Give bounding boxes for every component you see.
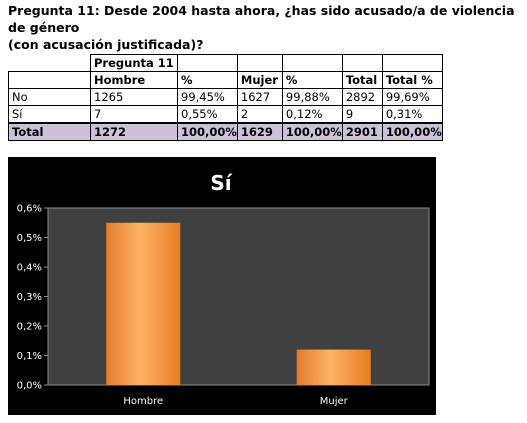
table-cell: 1629 — [236, 122, 283, 141]
table-row: Sí 7 0,55% 2 0,12% 9 0,31% — [8, 105, 443, 124]
column-header-hombre: Hombre — [90, 71, 178, 89]
table-cell — [236, 54, 283, 72]
table-cell: 99,45% — [177, 88, 238, 106]
y-axis: 0,0% 0,1% 0,2% 0,3% 0,4% 0,5% 0,6% — [17, 204, 48, 392]
y-tick-label: 0,0% — [17, 381, 42, 392]
x-axis: Hombre Mujer — [123, 396, 348, 407]
table-cell: 9 — [341, 105, 383, 124]
question-heading-line-1: Pregunta 11: Desde 2004 hasta ahora, ¿ha… — [8, 3, 515, 35]
row-label: Sí — [8, 105, 91, 124]
chart-title: Sí — [210, 171, 232, 195]
x-tick-label: Mujer — [320, 396, 349, 407]
table-cell: 0,55% — [177, 105, 238, 124]
table-corner-cell — [8, 54, 91, 72]
table-cell: 1265 — [90, 88, 178, 106]
y-tick-label: 0,4% — [17, 263, 42, 274]
table-group-header: Pregunta 11 — [90, 54, 178, 72]
table-cell: 1272 — [90, 122, 178, 141]
table-cell — [381, 54, 443, 72]
bar-mujer — [296, 349, 371, 385]
table-group-header-row: Pregunta 11 — [8, 54, 443, 72]
question-heading-line-2: (con acusación justificada)? — [8, 37, 204, 52]
table-cell: 100,00% — [177, 122, 238, 141]
bars — [106, 222, 371, 385]
table-cell: 1627 — [236, 88, 283, 106]
plot-area — [47, 207, 430, 386]
table-cell — [281, 54, 343, 72]
table-total-row: Total 1272 100,00% 1629 100,00% 2901 100… — [8, 122, 443, 141]
column-header-mujer-pct: % — [281, 71, 343, 89]
y-tick-label: 0,2% — [17, 322, 42, 333]
table-cell: 2 — [236, 105, 283, 124]
question-heading: Pregunta 11: Desde 2004 hasta ahora, ¿ha… — [8, 2, 523, 53]
y-tick-label: 0,6% — [17, 204, 42, 215]
results-table: Pregunta 11 Hombre % Mujer % Total Total… — [8, 54, 443, 141]
x-tick-label: Hombre — [123, 396, 163, 407]
column-header — [8, 71, 91, 89]
y-tick-label: 0,3% — [17, 292, 42, 303]
table-cell: 99,88% — [281, 88, 343, 106]
bar-chart: Sí 0,0% 0,1% 0,2% 0,3% 0,4% 0,5% 0,6% Hombre Mu… — [8, 157, 436, 415]
table-row: No 1265 99,45% 1627 99,88% 2892 99,69% — [8, 88, 443, 106]
column-header-hombre-pct: % — [177, 71, 238, 89]
table-cell: 100,00% — [381, 122, 443, 141]
y-tick-label: 0,1% — [17, 351, 42, 362]
column-header-total: Total — [341, 71, 383, 89]
column-header-total-pct: Total % — [381, 71, 443, 89]
bar-hombre — [106, 222, 181, 385]
table-cell — [341, 54, 383, 72]
table-cell: 7 — [90, 105, 178, 124]
table-cell: 100,00% — [281, 122, 343, 141]
row-label: No — [8, 88, 91, 106]
table-cell — [177, 54, 238, 72]
bar-chart-svg: Sí 0,0% 0,1% 0,2% 0,3% 0,4% 0,5% 0,6% Hombre Mu… — [17, 171, 430, 407]
y-tick-label: 0,5% — [17, 233, 42, 244]
table-cell: 2892 — [341, 88, 383, 106]
table-cell: 2901 — [341, 122, 383, 141]
table-cell: 0,31% — [381, 105, 443, 124]
row-label: Total — [8, 122, 91, 141]
table-header-row: Hombre % Mujer % Total Total % — [8, 71, 443, 89]
column-header-mujer: Mujer — [236, 71, 283, 89]
table-cell: 0,12% — [281, 105, 343, 124]
table-cell: 99,69% — [381, 88, 443, 106]
